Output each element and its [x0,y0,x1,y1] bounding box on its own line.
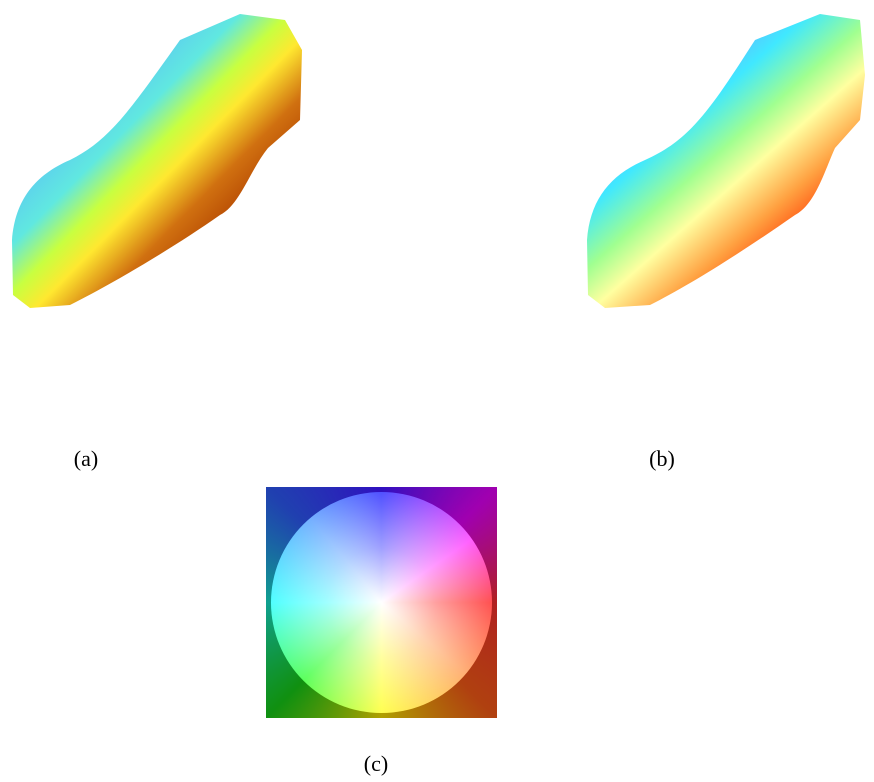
color-wheel-legend [266,487,497,718]
subfigure-label: (b) [649,446,675,471]
render-a [12,14,302,308]
subfigure-label: (c) [363,751,389,776]
render-b [587,14,865,308]
color-wheel [271,492,492,713]
subfigure-label: (a) [73,446,99,471]
figure-renders [12,14,865,308]
